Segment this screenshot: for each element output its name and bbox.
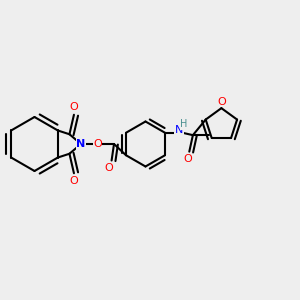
Text: O: O [217, 97, 226, 106]
Text: O: O [104, 163, 113, 173]
Text: H: H [180, 119, 188, 129]
Text: O: O [183, 154, 192, 164]
Text: N: N [175, 125, 183, 135]
Text: N: N [76, 139, 85, 149]
Text: O: O [93, 139, 102, 149]
Text: O: O [70, 102, 78, 112]
Text: O: O [70, 176, 78, 186]
